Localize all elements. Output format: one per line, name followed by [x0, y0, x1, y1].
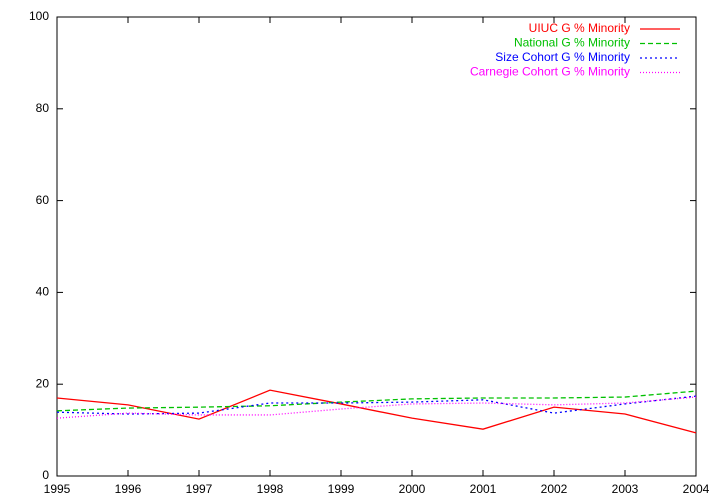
x-tick-label: 2003	[612, 482, 639, 496]
y-tick-label: 60	[36, 193, 50, 207]
x-tick-label: 1995	[44, 482, 71, 496]
y-tick-label: 0	[42, 468, 49, 482]
x-tick-label: 1998	[257, 482, 284, 496]
series-line	[56, 389, 697, 434]
y-tick-label: 40	[36, 285, 50, 299]
legend-label: Carnegie Cohort G % Minority	[470, 65, 630, 79]
legend-label: UIUC G % Minority	[529, 21, 630, 35]
x-tick-label: 1997	[186, 482, 213, 496]
y-tick-label: 100	[29, 9, 49, 23]
x-tick-label: 2001	[470, 482, 497, 496]
series-line	[56, 395, 697, 415]
x-tick-label: 1999	[328, 482, 355, 496]
legend-label: National G % Minority	[514, 36, 630, 50]
series-line	[56, 390, 697, 412]
x-tick-label: 2002	[541, 482, 568, 496]
x-tick-label: 2000	[399, 482, 426, 496]
legend-label: Size Cohort G % Minority	[495, 50, 630, 64]
x-tick-label: 2004	[683, 482, 710, 496]
x-tick-label: 1996	[115, 482, 142, 496]
y-tick-label: 80	[36, 101, 50, 115]
plot-frame	[56, 16, 697, 477]
y-tick-label: 20	[36, 376, 50, 390]
